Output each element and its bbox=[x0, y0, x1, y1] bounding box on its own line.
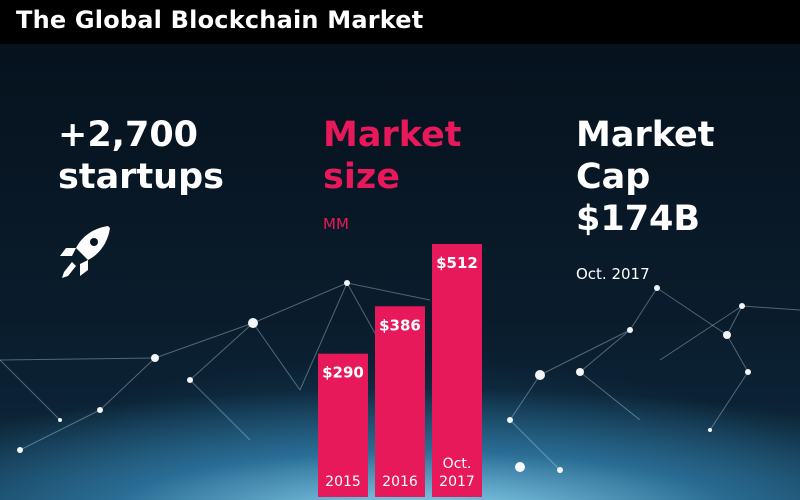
market-size-unit: MM bbox=[323, 215, 349, 233]
bar-0 bbox=[318, 353, 368, 497]
market-cap-line2: Cap bbox=[576, 157, 651, 197]
startups-label: startups bbox=[58, 157, 224, 197]
market-size-line1: Market bbox=[323, 115, 462, 155]
bar-value-label-0: $290 bbox=[322, 364, 364, 382]
bar-value-label-1: $386 bbox=[379, 316, 421, 334]
rocket-icon bbox=[60, 226, 110, 278]
bar-value-label-2: $512 bbox=[436, 254, 478, 272]
bar-category-label-0: 2015 bbox=[325, 474, 361, 490]
bar-2 bbox=[432, 244, 482, 497]
market-cap-stat: Market Cap $174B bbox=[576, 114, 715, 240]
market-cap-date: Oct. 2017 bbox=[576, 265, 650, 283]
market-size-line2: size bbox=[323, 157, 400, 197]
bar-category-label-1: 2016 bbox=[382, 474, 418, 490]
startups-stat: +2,700 startups bbox=[58, 114, 224, 198]
page-title: The Global Blockchain Market bbox=[16, 6, 424, 34]
bar-1 bbox=[375, 306, 425, 497]
market-size-heading: Market size bbox=[323, 114, 462, 198]
bar-category-label-2: Oct. 2017 bbox=[439, 456, 475, 490]
startups-count: +2,700 bbox=[58, 115, 199, 155]
header-bar: The Global Blockchain Market bbox=[0, 0, 800, 44]
market-cap-line1: Market bbox=[576, 115, 715, 155]
market-cap-value: $174B bbox=[576, 199, 701, 239]
